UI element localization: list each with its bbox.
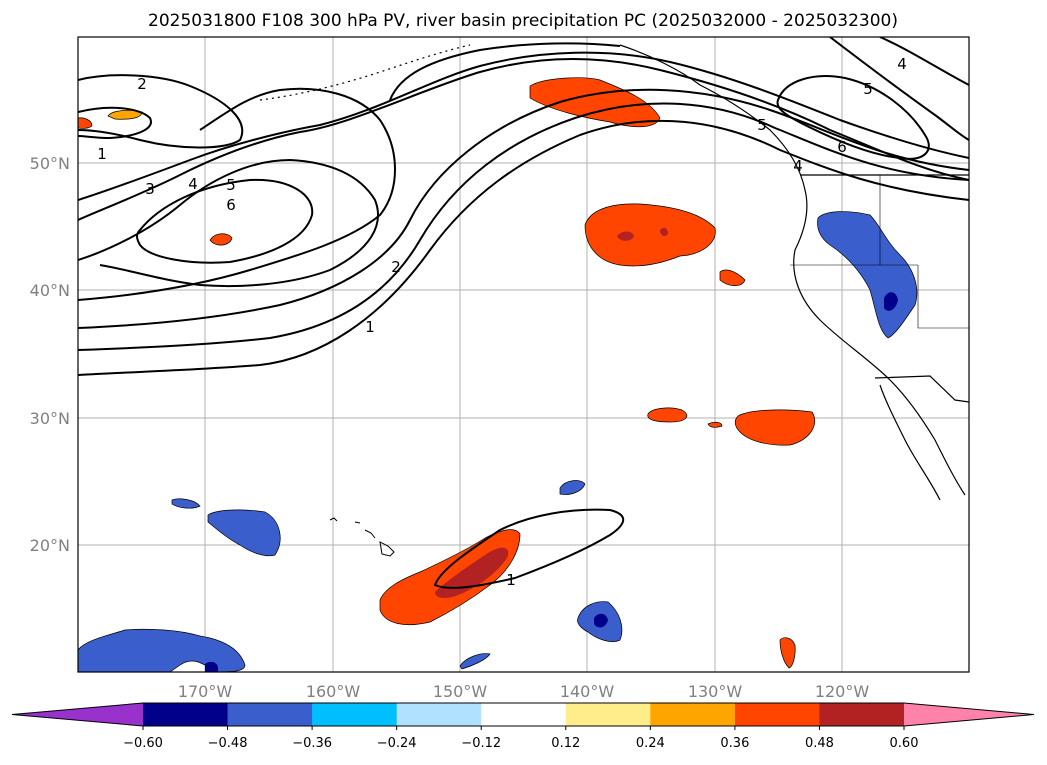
contour-label: 5 [863,80,873,98]
precip-blob-30n-b [707,421,723,428]
contour-ne-4 [829,37,969,141]
contour-label: 1 [365,318,375,336]
colorbar-tick-label: 0.48 [805,736,834,751]
colorbar-extend-low [12,703,143,726]
lat-label: 50°N [30,154,70,173]
colorbar-segment [734,703,820,726]
colorbar-segment [481,703,567,726]
coast-aleutians [259,44,471,101]
contour-label: 6 [226,196,236,214]
contour-top-arc [389,42,621,101]
precip-blob-edge-left [78,117,93,129]
colorbar-tick-label: 0.36 [720,736,749,751]
hawaii-islands [329,517,395,557]
contour-label: 1 [506,571,516,589]
contour-n-5 [78,51,969,201]
precip-blob-gulf-alaska [529,77,661,128]
contour-label: 1 [97,145,107,163]
colorbar-segment [143,703,229,726]
map-frame [77,36,970,673]
map-title: 2025031800 F108 300 hPa PV, river basin … [148,11,898,31]
colorbar-segment [227,703,313,726]
contour-label: 2 [137,75,147,93]
colorbar-segment [396,703,482,726]
border-us-mexico [874,375,969,403]
contour-label: 4 [793,157,803,175]
contour-pole-low-b [78,106,152,140]
colorbar-tick-label: −0.12 [461,736,501,751]
contour-label: 6 [837,138,847,156]
coast-north-america [619,44,966,496]
precip-blob-south-small [459,653,491,670]
lat-label: 30°N [30,409,70,428]
pv-contours [78,37,969,589]
contour-label: 5 [226,176,236,194]
state-borders [790,175,969,329]
contour-label: 2 [391,258,401,276]
contour-label: 4 [188,175,198,193]
contour-jet-2 [78,102,969,351]
precip-blob-ne-pacific [584,203,716,267]
precip-blob-30n-a [647,407,688,423]
precip-blob-south-west [78,628,246,672]
contour-labels: 1 2 3 4 5 6 2 1 5 4 6 5 4 1 [97,55,907,589]
colorbar-tick-label: 0.24 [636,736,665,751]
precip-blob-30n-c [734,409,816,446]
lon-label: 160°W [306,682,361,701]
precip-negative [78,211,918,672]
lon-label: 120°W [815,682,870,701]
lat-label: 20°N [30,536,70,555]
colorbar-tick-label: 0.12 [551,736,580,751]
contour-label: 4 [897,55,907,73]
colorbar-tick-label: −0.60 [123,736,163,751]
colorbar-tick-label: −0.48 [208,736,248,751]
gridlines [78,37,969,672]
precip-blob-mid-small [559,480,586,495]
precip-blob-baja [779,637,796,669]
contour-jet-4 [78,87,396,301]
lon-label: 170°W [178,682,233,701]
colorbar-segment [819,703,905,726]
contour-label: 3 [145,180,155,198]
lat-labels: 50°N 40°N 30°N 20°N [30,154,70,555]
lat-label: 40°N [30,281,70,300]
precip-positive [78,77,816,669]
colorbar-tick-label: −0.24 [377,736,417,751]
precip-blob-hawaii-west [207,509,281,557]
contour-subtropical-1 [433,508,625,589]
colorbar-segment [565,703,651,726]
contour-jet-1 [78,119,969,376]
colorbar-extend-high [904,703,1034,726]
contour-ne-5 [879,37,969,86]
precip-blob-small-east [719,269,746,286]
contour-pole-low-a [78,74,243,149]
precip-blob-hawaii-nw [171,498,201,509]
colorbar-tick-label: 0.60 [890,736,919,751]
colorbar: −0.60 −0.48 −0.36 −0.24 −0.12 0.12 0.24 0.36 0.4… [11,702,1035,751]
precip-blob-dateline [209,233,233,246]
contour-closed-6 [136,178,314,264]
lon-label: 150°W [433,682,488,701]
lon-labels: 170°W 160°W 150°W 140°W 130°W 120°W [178,682,870,701]
contour-n-4 [78,58,969,221]
map-area: 1 2 3 4 5 6 2 1 5 4 6 5 4 1 50°N 40°N 30… [30,36,970,701]
colorbar-segment [312,703,398,726]
coast-baja [879,384,941,501]
lon-label: 140°W [560,682,615,701]
contour-ne-closed [776,75,930,160]
precip-blob-subtropical-jet [379,529,521,625]
contour-label: 5 [757,116,767,134]
colorbar-tick-label: −0.36 [292,736,332,751]
lon-label: 130°W [688,682,743,701]
coastlines [259,44,969,557]
colorbar-segment [650,703,736,726]
contour-jet-5 [78,158,379,288]
